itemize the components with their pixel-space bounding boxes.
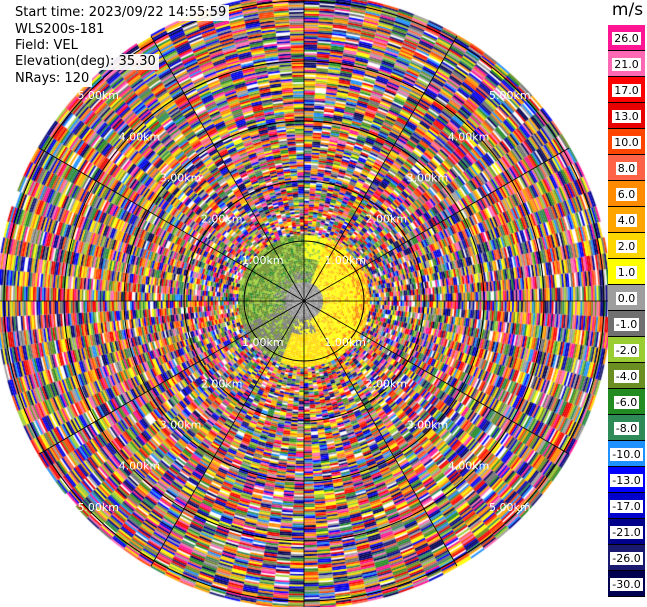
colorbar-tick-label: -4.0 xyxy=(613,370,640,383)
range-ring-label: 2.00km xyxy=(201,377,243,390)
colorbar-tick-label: -6.0 xyxy=(613,396,640,409)
range-ring-label: 1.00km xyxy=(242,254,284,267)
azimuth-spoke xyxy=(303,35,458,302)
range-ring-label: 1.00km xyxy=(324,336,366,349)
range-ring-label: 4.00km xyxy=(119,130,161,143)
range-ring-label: 5.00km xyxy=(77,501,119,514)
colorbar-tick-label: 4.0 xyxy=(615,214,638,227)
colorbar-tick-label: 26.0 xyxy=(612,32,641,45)
azimuth-spoke xyxy=(303,300,458,567)
colorbar-tick-label: -21.0 xyxy=(610,526,643,539)
azimuth-spoke xyxy=(303,300,570,455)
elevation-text: Elevation(deg): 35.30 xyxy=(12,54,159,70)
colorbar-unit: m/s xyxy=(611,0,644,20)
colorbar-tick-label: 6.0 xyxy=(615,188,638,201)
azimuth-spoke xyxy=(38,300,305,455)
azimuth-spoke xyxy=(150,35,305,302)
start-time-text: Start time: 2023/09/22 14:55:59 xyxy=(12,5,230,21)
field-text: Field: VEL xyxy=(12,38,81,54)
range-ring-label: 3.00km xyxy=(160,172,202,185)
range-ring-label: 5.00km xyxy=(489,89,531,102)
colorbar-tick-label: -17.0 xyxy=(610,500,643,513)
range-ring-label: 5.00km xyxy=(489,501,531,514)
range-ring-label: 3.00km xyxy=(407,172,449,185)
range-ring-label: 4.00km xyxy=(119,460,161,473)
colorbar: 26.0 21.0 17.0 13.0 10.0 8.0 6.0 4.0 2.0 1.0 0.0 -1… xyxy=(608,25,645,597)
range-ring-label: 1.00km xyxy=(242,336,284,349)
colorbar-tick-label: -13.0 xyxy=(610,474,643,487)
range-ring-label: 5.00km xyxy=(77,89,119,102)
colorbar-tick-label: -1.0 xyxy=(613,318,640,331)
range-ring-label: 4.00km xyxy=(448,130,490,143)
range-ring-label: 2.00km xyxy=(366,213,408,226)
azimuth-spoke xyxy=(150,300,305,567)
nrays-text: NRays: 120 xyxy=(12,71,93,87)
colorbar-tick-label: 10.0 xyxy=(612,136,641,149)
colorbar-tick-label: -2.0 xyxy=(613,344,640,357)
colorbar-tick-label: 2.0 xyxy=(615,240,638,253)
range-ring-label: 2.00km xyxy=(366,377,408,390)
range-ring-label: 3.00km xyxy=(407,418,449,431)
colorbar-tick-label: -26.0 xyxy=(610,552,643,565)
colorbar-tick-label: -10.0 xyxy=(610,448,643,461)
colorbar-tick-label: 8.0 xyxy=(615,162,638,175)
colorbar-tick-label: 17.0 xyxy=(612,84,641,97)
colorbar-tick-label: 0.0 xyxy=(615,292,638,305)
azimuth-spoke xyxy=(303,147,570,302)
colorbar-tick-label: 13.0 xyxy=(612,110,641,123)
site-name-text: WLS200s-181 xyxy=(12,22,108,38)
colorbar-tick-label: -30.0 xyxy=(610,578,643,591)
range-ring-label: 3.00km xyxy=(160,418,202,431)
range-ring-label: 1.00km xyxy=(324,254,366,267)
colorbar-tick-label: 21.0 xyxy=(612,58,641,71)
range-ring-label: 2.00km xyxy=(201,213,243,226)
range-ring-label: 4.00km xyxy=(448,460,490,473)
colorbar-tick-label: 1.0 xyxy=(615,266,638,279)
azimuth-spoke xyxy=(38,147,305,302)
colorbar-tick-label: -8.0 xyxy=(613,422,640,435)
